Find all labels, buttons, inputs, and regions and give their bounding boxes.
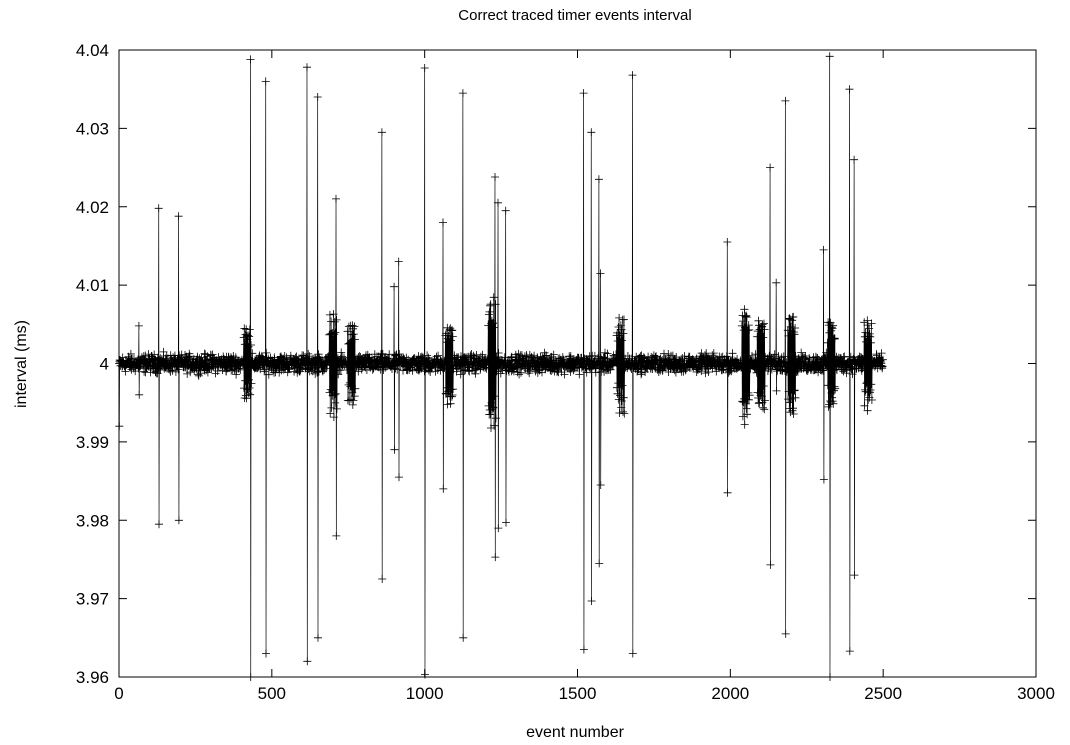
plus-markers — [115, 52, 887, 681]
x-tick-label: 500 — [258, 684, 286, 703]
x-axis-label: event number — [526, 724, 625, 741]
x-tick-label: 1500 — [559, 684, 597, 703]
x-tick-label: 0 — [114, 684, 123, 703]
y-tick-label: 4.01 — [76, 276, 109, 295]
y-axis-label: interval (ms) — [13, 320, 30, 408]
x-tick-label: 3000 — [1017, 684, 1055, 703]
x-tick-label: 1000 — [406, 684, 444, 703]
y-tick-label: 3.98 — [76, 511, 109, 530]
data-series — [115, 52, 887, 681]
y-tick-label: 3.96 — [76, 668, 109, 687]
y-tick-label: 4.02 — [76, 198, 109, 217]
y-tick-label: 3.97 — [76, 590, 109, 609]
x-tick-label: 2000 — [711, 684, 749, 703]
x-tick-label: 2500 — [864, 684, 902, 703]
y-tick-label: 4 — [100, 355, 109, 374]
chart-title: Correct traced timer events interval — [458, 7, 691, 24]
y-tick-label: 4.04 — [76, 41, 109, 60]
y-tick-label: 4.03 — [76, 119, 109, 138]
y-tick-label: 3.99 — [76, 433, 109, 452]
plot-frame — [118, 49, 1037, 678]
